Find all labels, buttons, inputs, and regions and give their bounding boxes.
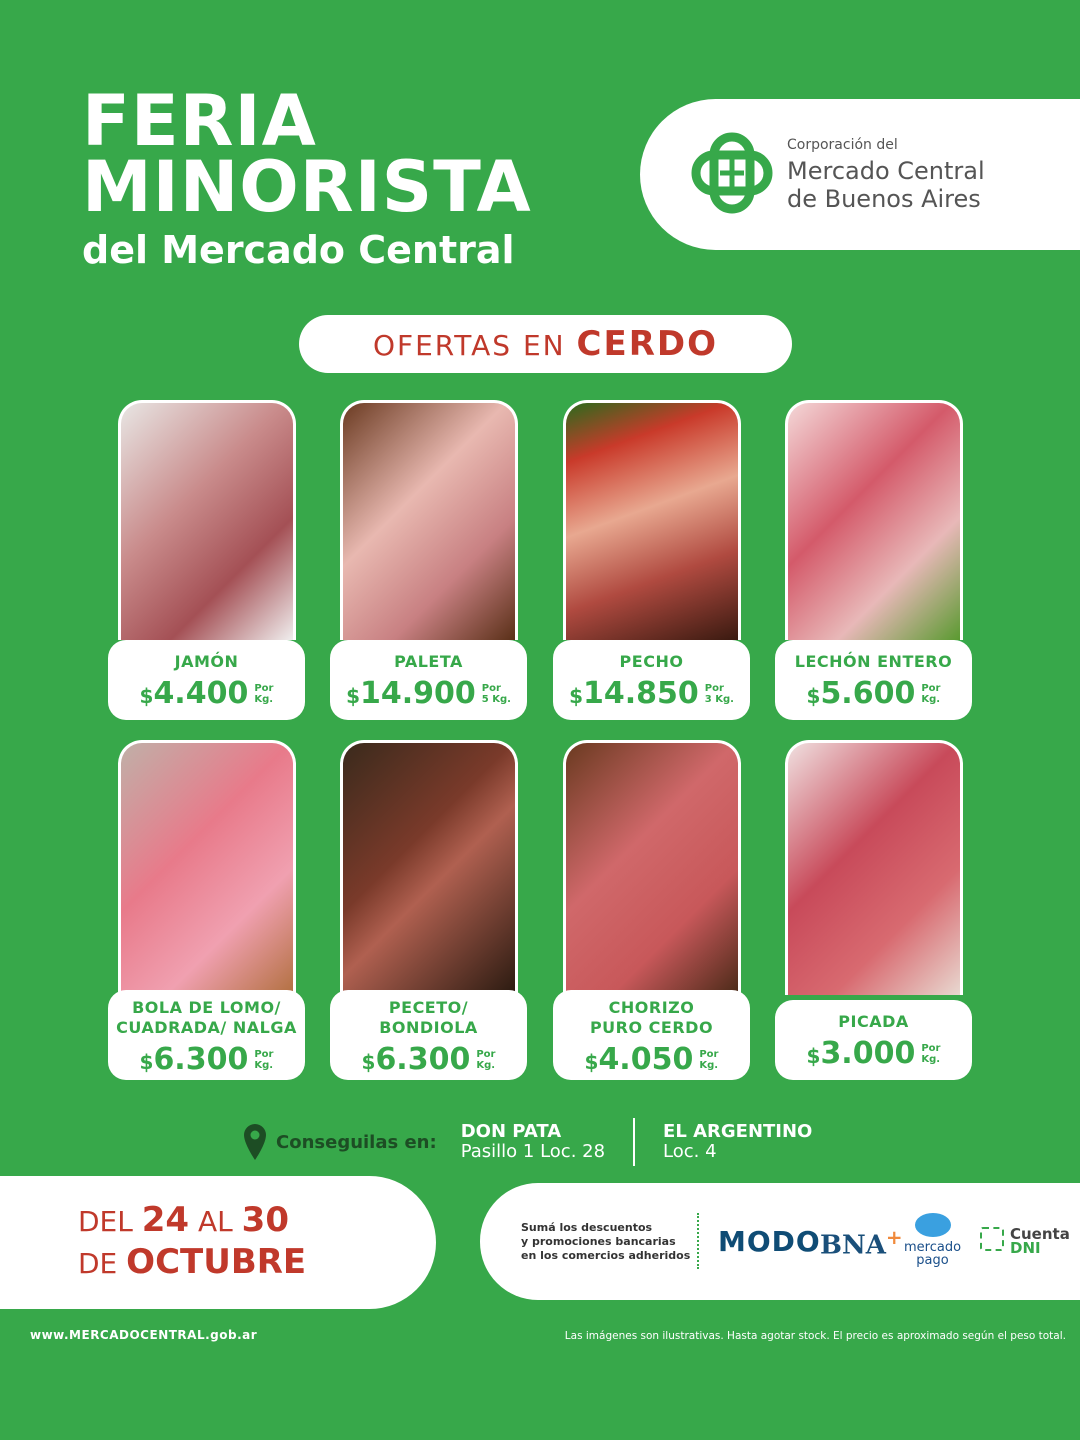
website-link[interactable]: www.MERCADOCENTRAL.gob.ar	[30, 1328, 258, 1342]
modo-logo: MODO	[718, 1225, 821, 1258]
product-price: $14.900 Por 5 Kg.	[346, 676, 511, 711]
product-label: PECHO $14.850 Por 3 Kg.	[553, 640, 750, 720]
product-price: $4.400 Por Kg.	[139, 676, 274, 711]
page-title: FERIA MINORISTA	[82, 80, 532, 228]
price-unit: Por Kg.	[699, 1048, 719, 1071]
product-name: PECETO/	[388, 998, 469, 1017]
product-photo	[340, 400, 518, 640]
product-label: PECETO/ BONDIOLA $6.300 Por Kg.	[330, 990, 527, 1080]
product-price: $5.600 Por Kg.	[806, 676, 941, 711]
price-unit: Por Kg.	[921, 1042, 941, 1065]
product-label: JAMÓN $4.400 Por Kg.	[108, 640, 305, 720]
product-name: PICADA	[838, 1012, 909, 1031]
product-name: PECHO	[619, 652, 684, 671]
mercado-pago-logo: mercado pago	[904, 1213, 961, 1267]
price-unit: Por Kg.	[476, 1048, 496, 1071]
store-el-argentino: EL ARGENTINO Loc. 4	[663, 1121, 813, 1162]
disclaimer: Las imágenes son ilustrativas. Hasta ago…	[564, 1330, 1066, 1342]
page-subtitle: del Mercado Central	[82, 228, 515, 272]
logo: Corporación del Mercado Central de Buenos…	[640, 99, 1080, 250]
product-label: PICADA $3.000 Por Kg.	[775, 1000, 972, 1080]
cuenta-dni-logo: Cuenta DNI	[980, 1227, 1070, 1256]
product-name: BOLA DE LOMO/	[132, 998, 281, 1017]
price-unit: Por Kg.	[254, 1048, 274, 1071]
offer-banner: OFERTAS EN CERDO	[299, 315, 792, 373]
product-price: $4.050 Por Kg.	[584, 1042, 719, 1077]
product-label: BOLA DE LOMO/ CUADRADA/ NALGA $6.300 Por…	[108, 990, 305, 1080]
product-name: JAMÓN	[174, 652, 239, 671]
product-photo	[340, 740, 518, 995]
product-price: $6.300 Por Kg.	[139, 1042, 274, 1077]
divider	[633, 1118, 636, 1166]
price-unit: Por Kg.	[254, 682, 274, 705]
bna-logo: BNA+	[820, 1225, 903, 1261]
product-name-line2: BONDIOLA	[379, 1018, 478, 1037]
product-name: CHORIZO	[608, 998, 695, 1017]
product-photo	[785, 400, 963, 640]
location: Conseguilas en: DON PATA Pasillo 1 Loc. 2…	[244, 1118, 812, 1166]
price-unit: Por 3 Kg.	[704, 682, 734, 705]
product-name-line2: PURO CERDO	[589, 1018, 714, 1037]
handshake-icon	[914, 1213, 951, 1237]
product-photo	[785, 740, 963, 995]
product-price: $6.300 Por Kg.	[361, 1042, 496, 1077]
product-photo	[118, 400, 296, 640]
product-price: $14.850 Por 3 Kg.	[569, 676, 734, 711]
product-name-line2: CUADRADA/ NALGA	[116, 1018, 297, 1037]
divider	[697, 1213, 699, 1269]
product-label: PALETA $14.900 Por 5 Kg.	[330, 640, 527, 720]
store-don-pata: DON PATA Pasillo 1 Loc. 28	[460, 1121, 606, 1162]
product-name: PALETA	[394, 652, 463, 671]
product-price: $3.000 Por Kg.	[806, 1036, 941, 1071]
price-unit: Por 5 Kg.	[481, 682, 511, 705]
date-range: DEL 24 AL 30 DE OCTUBRE	[0, 1176, 436, 1309]
payment-partners: Sumá los descuentos y promociones bancari…	[480, 1183, 1080, 1300]
price-unit: Por Kg.	[921, 682, 941, 705]
location-pin-icon	[244, 1124, 266, 1160]
product-label: CHORIZO PURO CERDO $4.050 Por Kg.	[553, 990, 750, 1080]
mercado-central-logo-icon	[691, 132, 773, 214]
product-photo	[563, 400, 741, 640]
product-label: LECHÓN ENTERO $5.600 Por Kg.	[775, 640, 972, 720]
product-photo	[118, 740, 296, 995]
product-photo	[563, 740, 741, 995]
face-scan-icon	[980, 1227, 1004, 1251]
product-name: LECHÓN ENTERO	[794, 652, 953, 671]
